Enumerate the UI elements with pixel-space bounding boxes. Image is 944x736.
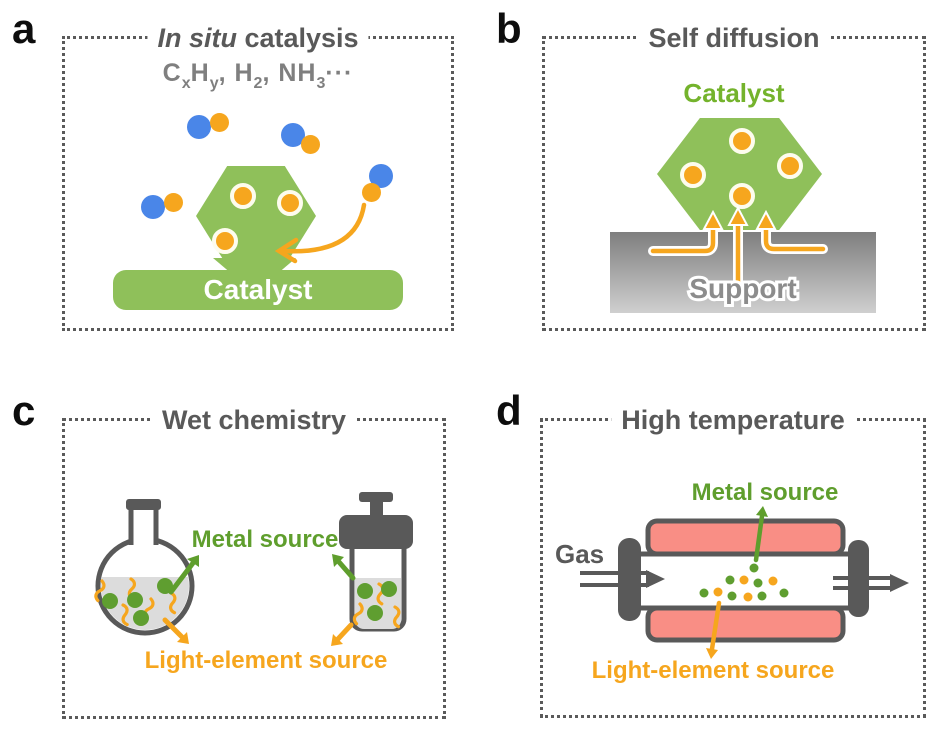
light-element-dot-icon (729, 128, 755, 154)
panel-b-label: b (496, 5, 522, 52)
annotation-arrows (162, 554, 356, 646)
heater-block-top (645, 518, 846, 557)
formula-text: ··· (325, 59, 354, 87)
support-slab (610, 232, 876, 313)
panel-a-title-rest: catalysis (236, 23, 359, 53)
catalyst-support-bar: Catalyst (113, 270, 403, 310)
tube-flange-left (618, 538, 641, 621)
catalyst-bar-label: Catalyst (203, 274, 313, 305)
gas-out-arrowhead-icon (890, 574, 909, 592)
panel-c: Wet chemistry (62, 404, 446, 719)
yellow-arrowhead-icon (331, 634, 343, 646)
gas-flow-arrows (580, 570, 909, 592)
panel-a-title: In situ catalysis (147, 22, 369, 54)
light-element-source-label: Light-element source (144, 647, 388, 674)
catalyst-nanoparticle-hexagon (196, 166, 316, 266)
formula-subscript: 3 (316, 75, 326, 92)
green-arrowhead-icon (187, 555, 199, 567)
precursor-particle-pile (699, 563, 789, 602)
metal-source-label: Metal source (691, 479, 839, 506)
panel-d-label: d (496, 387, 522, 434)
flask-rim (126, 499, 161, 510)
tube-furnace (618, 518, 869, 643)
panel-a-label: a (12, 5, 36, 52)
formula-subscript: x (181, 75, 191, 92)
light-element-dot-icon (729, 183, 755, 209)
panel-a-title-italic: In situ (157, 23, 237, 53)
metal-dot-icon (157, 578, 173, 594)
yellow-arrowhead-icon (177, 632, 189, 644)
molecule-yellow-atom-icon (362, 183, 381, 202)
panel-d-title: High temperature (611, 404, 855, 436)
metal-source-label: Metal source (191, 526, 339, 553)
formula-text: H (190, 59, 210, 87)
molecule-yellow-atom-icon (164, 193, 183, 212)
molecule-blue-atom-icon (187, 115, 211, 139)
panel-c-title: Wet chemistry (151, 404, 357, 436)
metal-dot-icon (381, 581, 397, 597)
green-arrowhead-icon (756, 506, 768, 517)
gas-label: Gas (555, 539, 605, 569)
formula-text: , NH (262, 59, 317, 87)
panel-b-title: Self diffusion (638, 22, 830, 54)
round-bottom-flask (93, 499, 195, 636)
metal-dot-icon (102, 593, 118, 609)
molecule-yellow-atom-icon (301, 135, 320, 154)
formula-text: , H (218, 59, 254, 87)
metal-dot-icon (127, 592, 143, 608)
panel-b: Self diffusion Catalyst Support (542, 22, 926, 331)
light-element-dot-icon (230, 183, 256, 209)
metal-dot-icon (133, 610, 149, 626)
formula-subscript: y (209, 75, 219, 92)
molecule-yellow-atom-icon (210, 113, 229, 132)
light-element-source-label: Light-element source (591, 657, 835, 684)
molecule-blue-atom-icon (141, 195, 165, 219)
metal-dot-icon (367, 605, 383, 621)
light-element-dot-icon (680, 162, 706, 188)
gas-formula: CxHy, H2, NH3··· (65, 59, 451, 93)
panel-d: High temperature (540, 404, 926, 718)
tube-flange-right (848, 540, 869, 617)
metal-dot-icon (357, 583, 373, 599)
vial-knob-top (359, 492, 393, 502)
light-element-dot-icon (277, 190, 303, 216)
light-element-dot-icon (212, 228, 238, 254)
autoclave-vial (339, 492, 413, 632)
panel-a: In situ catalysis CxHy, H2, NH3··· Catal… (62, 22, 454, 331)
annotation-arrows (706, 506, 768, 659)
formula-subscript: 2 (253, 75, 263, 92)
light-element-dot-icon (777, 153, 803, 179)
green-arrowhead-icon (332, 554, 344, 567)
panel-c-label: c (12, 387, 36, 434)
vial-knob (370, 499, 383, 517)
formula-text: C (162, 59, 182, 87)
heater-block-bottom (645, 605, 846, 643)
catalyst-text-label: Catalyst (683, 78, 785, 108)
gas-in-arrowhead-icon (646, 570, 665, 588)
